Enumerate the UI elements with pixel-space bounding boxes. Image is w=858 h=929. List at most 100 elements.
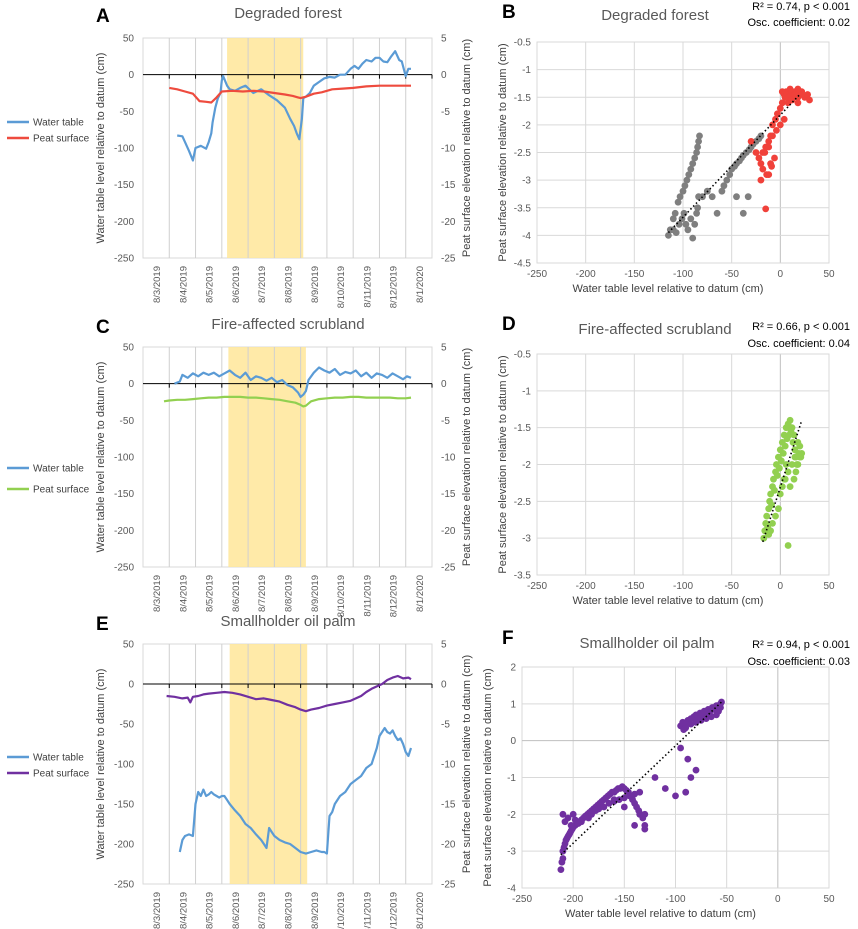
data-point bbox=[791, 453, 799, 461]
y-tick-label: -3 bbox=[522, 534, 531, 545]
data-point bbox=[792, 468, 800, 476]
y-tick-label: -100 bbox=[114, 144, 134, 155]
data-point bbox=[789, 439, 797, 446]
y-tick-label: -150 bbox=[114, 180, 134, 191]
data-point bbox=[605, 799, 613, 807]
y-tick-label: -1 bbox=[522, 65, 531, 76]
data-point bbox=[610, 796, 618, 803]
panel-title: Smallholder oil palm bbox=[220, 613, 355, 630]
data-point bbox=[765, 138, 773, 145]
x-tick-label: 8/7/2019 bbox=[257, 266, 268, 303]
data-point bbox=[665, 232, 672, 239]
data-point bbox=[794, 99, 802, 107]
data-point bbox=[671, 209, 679, 217]
data-point bbox=[692, 766, 700, 774]
x-tick-label: 8/11/2019 bbox=[362, 266, 373, 308]
y-tick-label: 50 bbox=[123, 34, 135, 45]
data-point bbox=[695, 138, 702, 145]
x-tick-label: 8/10/2019 bbox=[336, 575, 347, 617]
x-tick-label: 8/1/2020 bbox=[415, 266, 426, 303]
x-tick-label: -100 bbox=[673, 581, 693, 592]
data-point bbox=[569, 810, 577, 818]
x-tick-label: 8/3/2019 bbox=[152, 266, 163, 303]
x-tick-label: 8/12/2019 bbox=[389, 892, 400, 929]
y-tick-label: -200 bbox=[114, 840, 134, 851]
y-tick-label: -100 bbox=[114, 453, 134, 464]
y-tick-label: -2.5 bbox=[514, 148, 532, 159]
stat-text: R² = 0.66, p < 0.001 bbox=[752, 321, 850, 333]
x-tick-label: 50 bbox=[823, 269, 835, 280]
data-point bbox=[636, 810, 644, 818]
x-tick-label: -250 bbox=[527, 581, 547, 592]
trendline bbox=[762, 420, 803, 543]
data-point bbox=[691, 220, 699, 228]
y2-tick-label: -15 bbox=[441, 489, 456, 500]
x-tick-label: 0 bbox=[775, 894, 781, 905]
legend-label: Water table bbox=[33, 464, 84, 475]
data-point bbox=[773, 126, 780, 134]
data-point bbox=[661, 785, 669, 792]
y-tick-label: -0.5 bbox=[514, 350, 532, 361]
x-axis-label: Water table level relative to datum (cm) bbox=[565, 908, 756, 920]
data-point bbox=[769, 121, 776, 129]
data-point bbox=[739, 209, 747, 217]
data-point bbox=[761, 149, 769, 156]
x-tick-label: 0 bbox=[778, 269, 784, 280]
x-tick-label: -250 bbox=[527, 269, 547, 280]
x-tick-label: 8/1/2020 bbox=[415, 892, 426, 929]
data-point bbox=[780, 115, 788, 123]
y2-tick-label: -5 bbox=[441, 720, 450, 731]
y-tick-label: -50 bbox=[120, 720, 135, 731]
y2-tick-label: -5 bbox=[441, 107, 450, 118]
x-tick-label: 8/10/2019 bbox=[336, 892, 347, 929]
y2-tick-label: -25 bbox=[441, 254, 456, 265]
data-point bbox=[790, 475, 798, 483]
panel-d: D Fire-affected scrubland-250 -200 -150 -100… bbox=[497, 314, 850, 607]
data-point bbox=[620, 803, 628, 811]
x-tick-label: 8/6/2019 bbox=[231, 575, 242, 612]
data-point bbox=[677, 744, 684, 752]
y-axis-label: Peat surface elevation relative to datum… bbox=[482, 668, 494, 886]
y-tick-label: 1 bbox=[510, 699, 516, 710]
data-point bbox=[733, 193, 740, 201]
y-tick-label: 50 bbox=[123, 343, 135, 354]
y-tick-label: -4 bbox=[507, 884, 516, 895]
x-tick-label: -150 bbox=[614, 894, 634, 905]
y-tick-label: -2 bbox=[522, 460, 531, 471]
data-point bbox=[775, 505, 782, 513]
series-line-water-table bbox=[178, 726, 413, 855]
x-tick-label: 8/9/2019 bbox=[310, 575, 321, 612]
series-line-peat-surface bbox=[166, 674, 412, 713]
data-point bbox=[781, 442, 789, 450]
data-point bbox=[693, 149, 700, 156]
panel-title: Degraded forest bbox=[234, 5, 342, 22]
y-tick-label: -1 bbox=[522, 386, 531, 397]
data-point bbox=[631, 822, 638, 829]
x-tick-label: 8/6/2019 bbox=[231, 892, 242, 929]
y-tick-label: -3 bbox=[522, 176, 531, 187]
stat-text: Osc. coefficient: 0.04 bbox=[747, 338, 850, 350]
data-point bbox=[776, 104, 784, 112]
x-axis-label: Water table level relative to datum (cm) bbox=[573, 595, 764, 607]
stat-text: R² = 0.74, p < 0.001 bbox=[752, 1, 850, 13]
data-point bbox=[784, 468, 792, 476]
x-tick-label: 50 bbox=[823, 581, 835, 592]
x-tick-label: 8/6/2019 bbox=[231, 266, 242, 303]
data-point bbox=[636, 788, 644, 796]
y-tick-label: -1 bbox=[507, 773, 516, 784]
data-point bbox=[788, 461, 796, 468]
y-axis-label: Water table level relative to datum (cm) bbox=[95, 362, 107, 553]
panel-b: B Degraded forest -250 -200 -150 -100 -50 0 50 -0… bbox=[497, 1, 850, 295]
data-point bbox=[674, 198, 682, 206]
series-line-peat-surface bbox=[169, 84, 411, 104]
data-point bbox=[791, 91, 799, 98]
data-point bbox=[781, 93, 789, 101]
y-tick-label: -2 bbox=[522, 120, 531, 131]
data-point bbox=[702, 715, 710, 722]
x-tick-label: 8/11/2019 bbox=[362, 575, 373, 617]
y-tick-label: -200 bbox=[114, 217, 134, 228]
data-point bbox=[726, 171, 734, 179]
y-tick-label: -1.5 bbox=[514, 93, 532, 104]
x-tick-label: 8/5/2019 bbox=[205, 892, 216, 929]
data-point bbox=[768, 162, 775, 170]
